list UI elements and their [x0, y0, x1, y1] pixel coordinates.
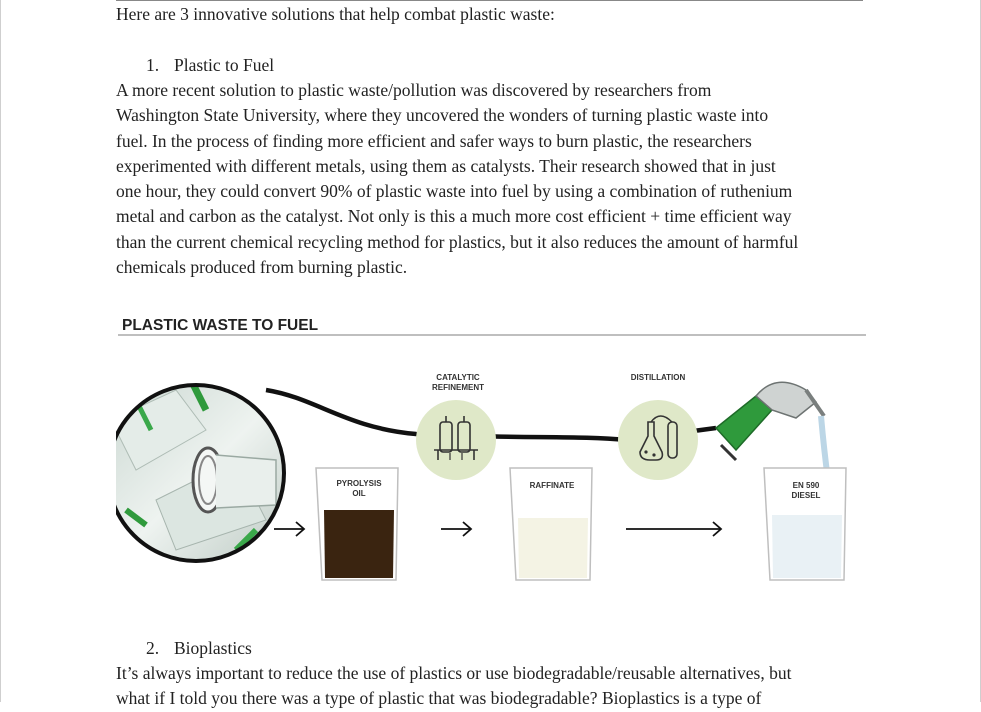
- infographic-title: PLASTIC WASTE TO FUEL: [122, 317, 318, 334]
- distillation-icon: [618, 400, 698, 480]
- step-label-catalytic: CATALYTIC: [436, 373, 480, 382]
- plastic-to-fuel-infographic: PLASTIC WASTE TO FUEL: [116, 310, 868, 610]
- paragraph-line: metal and carbon as the catalyst. Not on…: [116, 206, 792, 227]
- section-heading-bioplastics: 2. Bioplastics: [146, 638, 252, 659]
- plastic-bottles-image: [116, 383, 286, 563]
- arrow-right-icon: [626, 521, 723, 537]
- paragraph-line: It’s always important to reduce the use …: [116, 663, 792, 683]
- arrow-right-icon: [441, 521, 473, 537]
- paragraph-line: experimented with different metals, usin…: [116, 155, 776, 176]
- section-heading-plastic-to-fuel: 1. Plastic to Fuel: [146, 55, 274, 76]
- step-label-distillation: DISTILLATION: [631, 373, 686, 382]
- step-label-refinement: REFINEMENT: [432, 383, 484, 392]
- section-paragraph-bioplastics: It’s always important to reduce the use …: [116, 661, 868, 712]
- beaker-label-pyrolysis: PYROLYSIS: [336, 479, 382, 488]
- fuel-nozzle-icon: [714, 381, 831, 481]
- paragraph-line: fuel. In the process of finding more eff…: [116, 130, 752, 151]
- arrow-right-icon: [274, 521, 306, 537]
- section-title: Bioplastics: [174, 638, 252, 658]
- paragraph-line: than the current chemical recycling meth…: [116, 231, 799, 252]
- section-paragraph-plastic-to-fuel: A more recent solution to plastic waste/…: [116, 78, 868, 280]
- paragraph-line: what if I told you there was a type of p…: [116, 688, 762, 709]
- paragraph-line: A more recent solution to plastic waste/…: [116, 80, 712, 100]
- section-title: Plastic to Fuel: [174, 55, 275, 75]
- intro-text: Here are 3 innovative solutions that hel…: [116, 4, 555, 24]
- beaker-pyrolysis-oil: PYROLYSIS OIL: [315, 467, 399, 581]
- paragraph-line: chemicals produced from burning plastic.: [116, 257, 408, 278]
- beaker-diesel: EN 590 DIESEL: [763, 467, 847, 581]
- beaker-label-diesel: DIESEL: [792, 491, 821, 500]
- page-left-edge: [0, 0, 1, 702]
- beaker-label-en590: EN 590: [793, 481, 820, 490]
- paragraph-line: Washington State University, where they …: [116, 105, 769, 126]
- section-number: 1.: [146, 55, 160, 75]
- section-number: 2.: [146, 638, 160, 658]
- paragraph-line: one hour, they could convert 90% of plas…: [116, 181, 793, 202]
- infographic-svg: PLASTIC WASTE TO FUEL: [116, 317, 866, 581]
- top-rule: [116, 0, 863, 1]
- beaker-raffinate: RAFFINATE: [509, 467, 593, 581]
- beaker-label-oil: OIL: [352, 489, 365, 498]
- catalytic-refinement-icon: [416, 400, 496, 480]
- beaker-label-raffinate: RAFFINATE: [530, 481, 575, 490]
